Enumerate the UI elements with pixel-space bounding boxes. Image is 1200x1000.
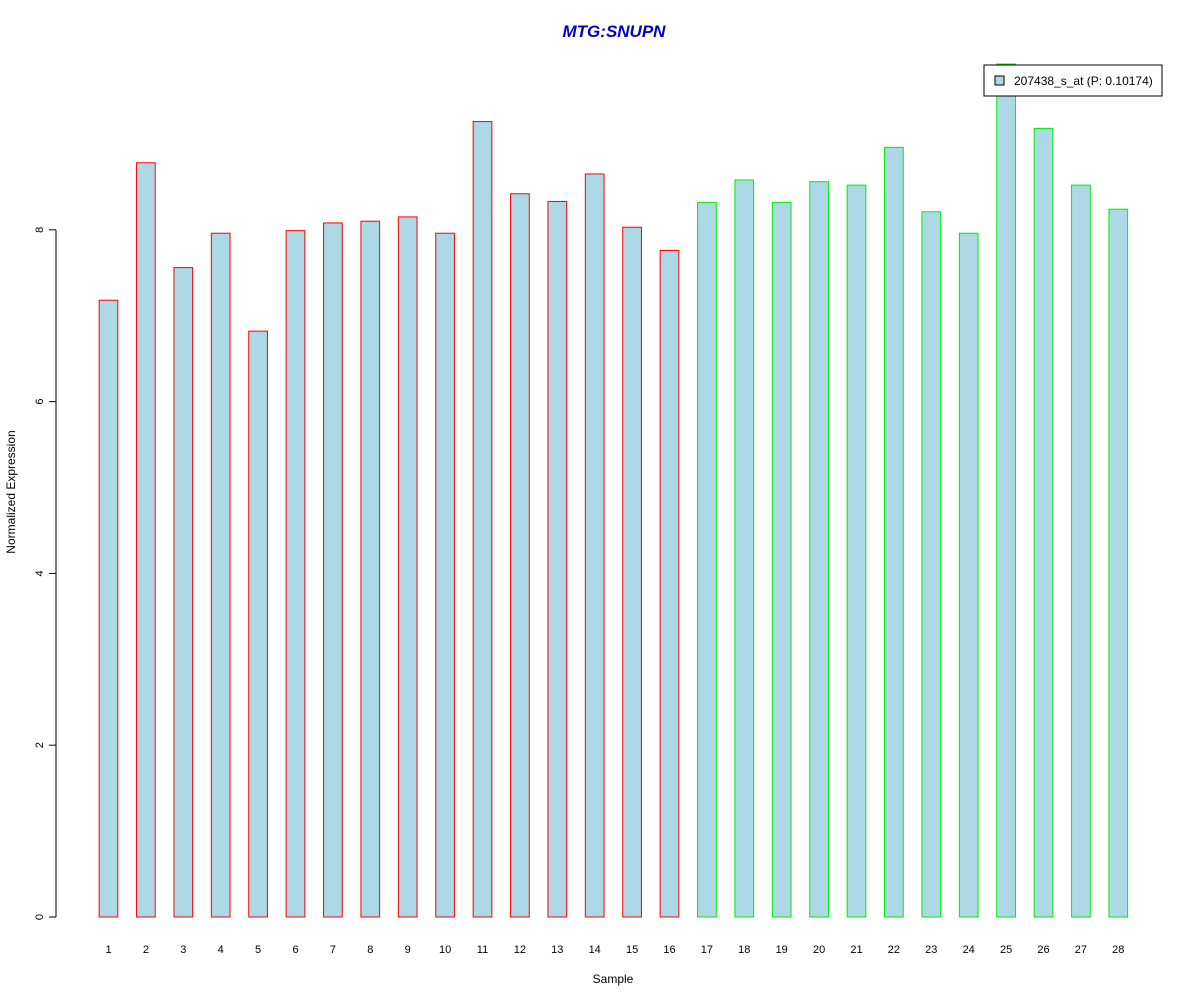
bar: [1108, 208, 1129, 918]
y-axis-label: Normalized Expression: [4, 430, 18, 553]
bar: [397, 216, 418, 918]
x-tick-label: 8: [367, 944, 373, 956]
x-tick-label: 6: [292, 944, 298, 956]
bar: [584, 173, 605, 918]
x-tick-label: 19: [776, 944, 788, 956]
y-tick-label: 2: [34, 742, 46, 748]
bar: [472, 121, 493, 918]
x-axis-label: Sample: [593, 972, 634, 986]
bar: [323, 222, 343, 918]
x-tick-label: 1: [105, 944, 111, 956]
bar: [659, 249, 680, 918]
x-tick-label: 16: [663, 944, 675, 956]
legend-box: [983, 64, 1163, 97]
bar: [697, 201, 717, 918]
x-tick-label: 13: [551, 944, 563, 956]
bar: [846, 184, 867, 918]
bar: [510, 193, 530, 918]
x-tick-label: 24: [963, 944, 975, 956]
x-tick-label: 20: [813, 944, 825, 956]
bar: [1033, 127, 1054, 918]
bar: [771, 201, 792, 918]
x-tick-label: 25: [1000, 944, 1012, 956]
y-tick-label: 0: [34, 914, 46, 920]
bar: [173, 267, 194, 918]
x-tick-label: 14: [589, 944, 601, 956]
bar: [285, 230, 306, 918]
bar: [360, 220, 381, 918]
x-tick-label: 12: [514, 944, 526, 956]
x-tick-label: 10: [439, 944, 451, 956]
x-tick-label: 4: [218, 944, 224, 956]
bar: [435, 232, 455, 918]
bar: [734, 179, 755, 918]
x-tick-label: 22: [888, 944, 900, 956]
legend-label: 207438_s_at (P: 0.10174): [1014, 74, 1153, 88]
bar: [248, 330, 268, 918]
x-tick-label: 7: [330, 944, 336, 956]
x-tick-label: 26: [1037, 944, 1049, 956]
x-tick-label: 3: [180, 944, 186, 956]
bars: [98, 63, 1129, 918]
y-tick-label: 4: [34, 570, 46, 576]
legend: 207438_s_at (P: 0.10174): [983, 64, 1163, 97]
legend-swatch: [994, 75, 1005, 86]
x-tick-label: 21: [850, 944, 862, 956]
x-tick-label: 2: [143, 944, 149, 956]
bar: [921, 211, 942, 918]
x-tick-label: 11: [477, 944, 488, 956]
x-axis-ticks: 1 2 3 4 5 6 7 8 9 10 11 12 13 14 15 16 17 18 19 20 21 22 23 24 2…: [105, 944, 1124, 956]
x-tick-label: 9: [405, 944, 411, 956]
bar: [1071, 184, 1091, 918]
bar: [547, 200, 568, 918]
bar: [210, 232, 231, 918]
y-axis: 0 2 4 6 8: [34, 227, 57, 920]
x-tick-label: 18: [738, 944, 750, 956]
bar: [809, 181, 829, 918]
bar: [958, 232, 979, 918]
y-tick-label: 6: [34, 399, 46, 405]
x-tick-label: 28: [1112, 944, 1124, 956]
bar: [996, 63, 1016, 918]
bar: [136, 162, 156, 918]
x-tick-label: 15: [626, 944, 638, 956]
bar: [98, 299, 119, 918]
chart-title: MTG:SNUPN: [563, 22, 667, 41]
y-tick-label: 8: [34, 227, 46, 233]
x-tick-label: 27: [1075, 944, 1087, 956]
x-tick-label: 5: [255, 944, 261, 956]
x-tick-label: 23: [925, 944, 937, 956]
x-tick-label: 17: [701, 944, 713, 956]
bar: [622, 226, 642, 918]
bar: [884, 146, 904, 918]
